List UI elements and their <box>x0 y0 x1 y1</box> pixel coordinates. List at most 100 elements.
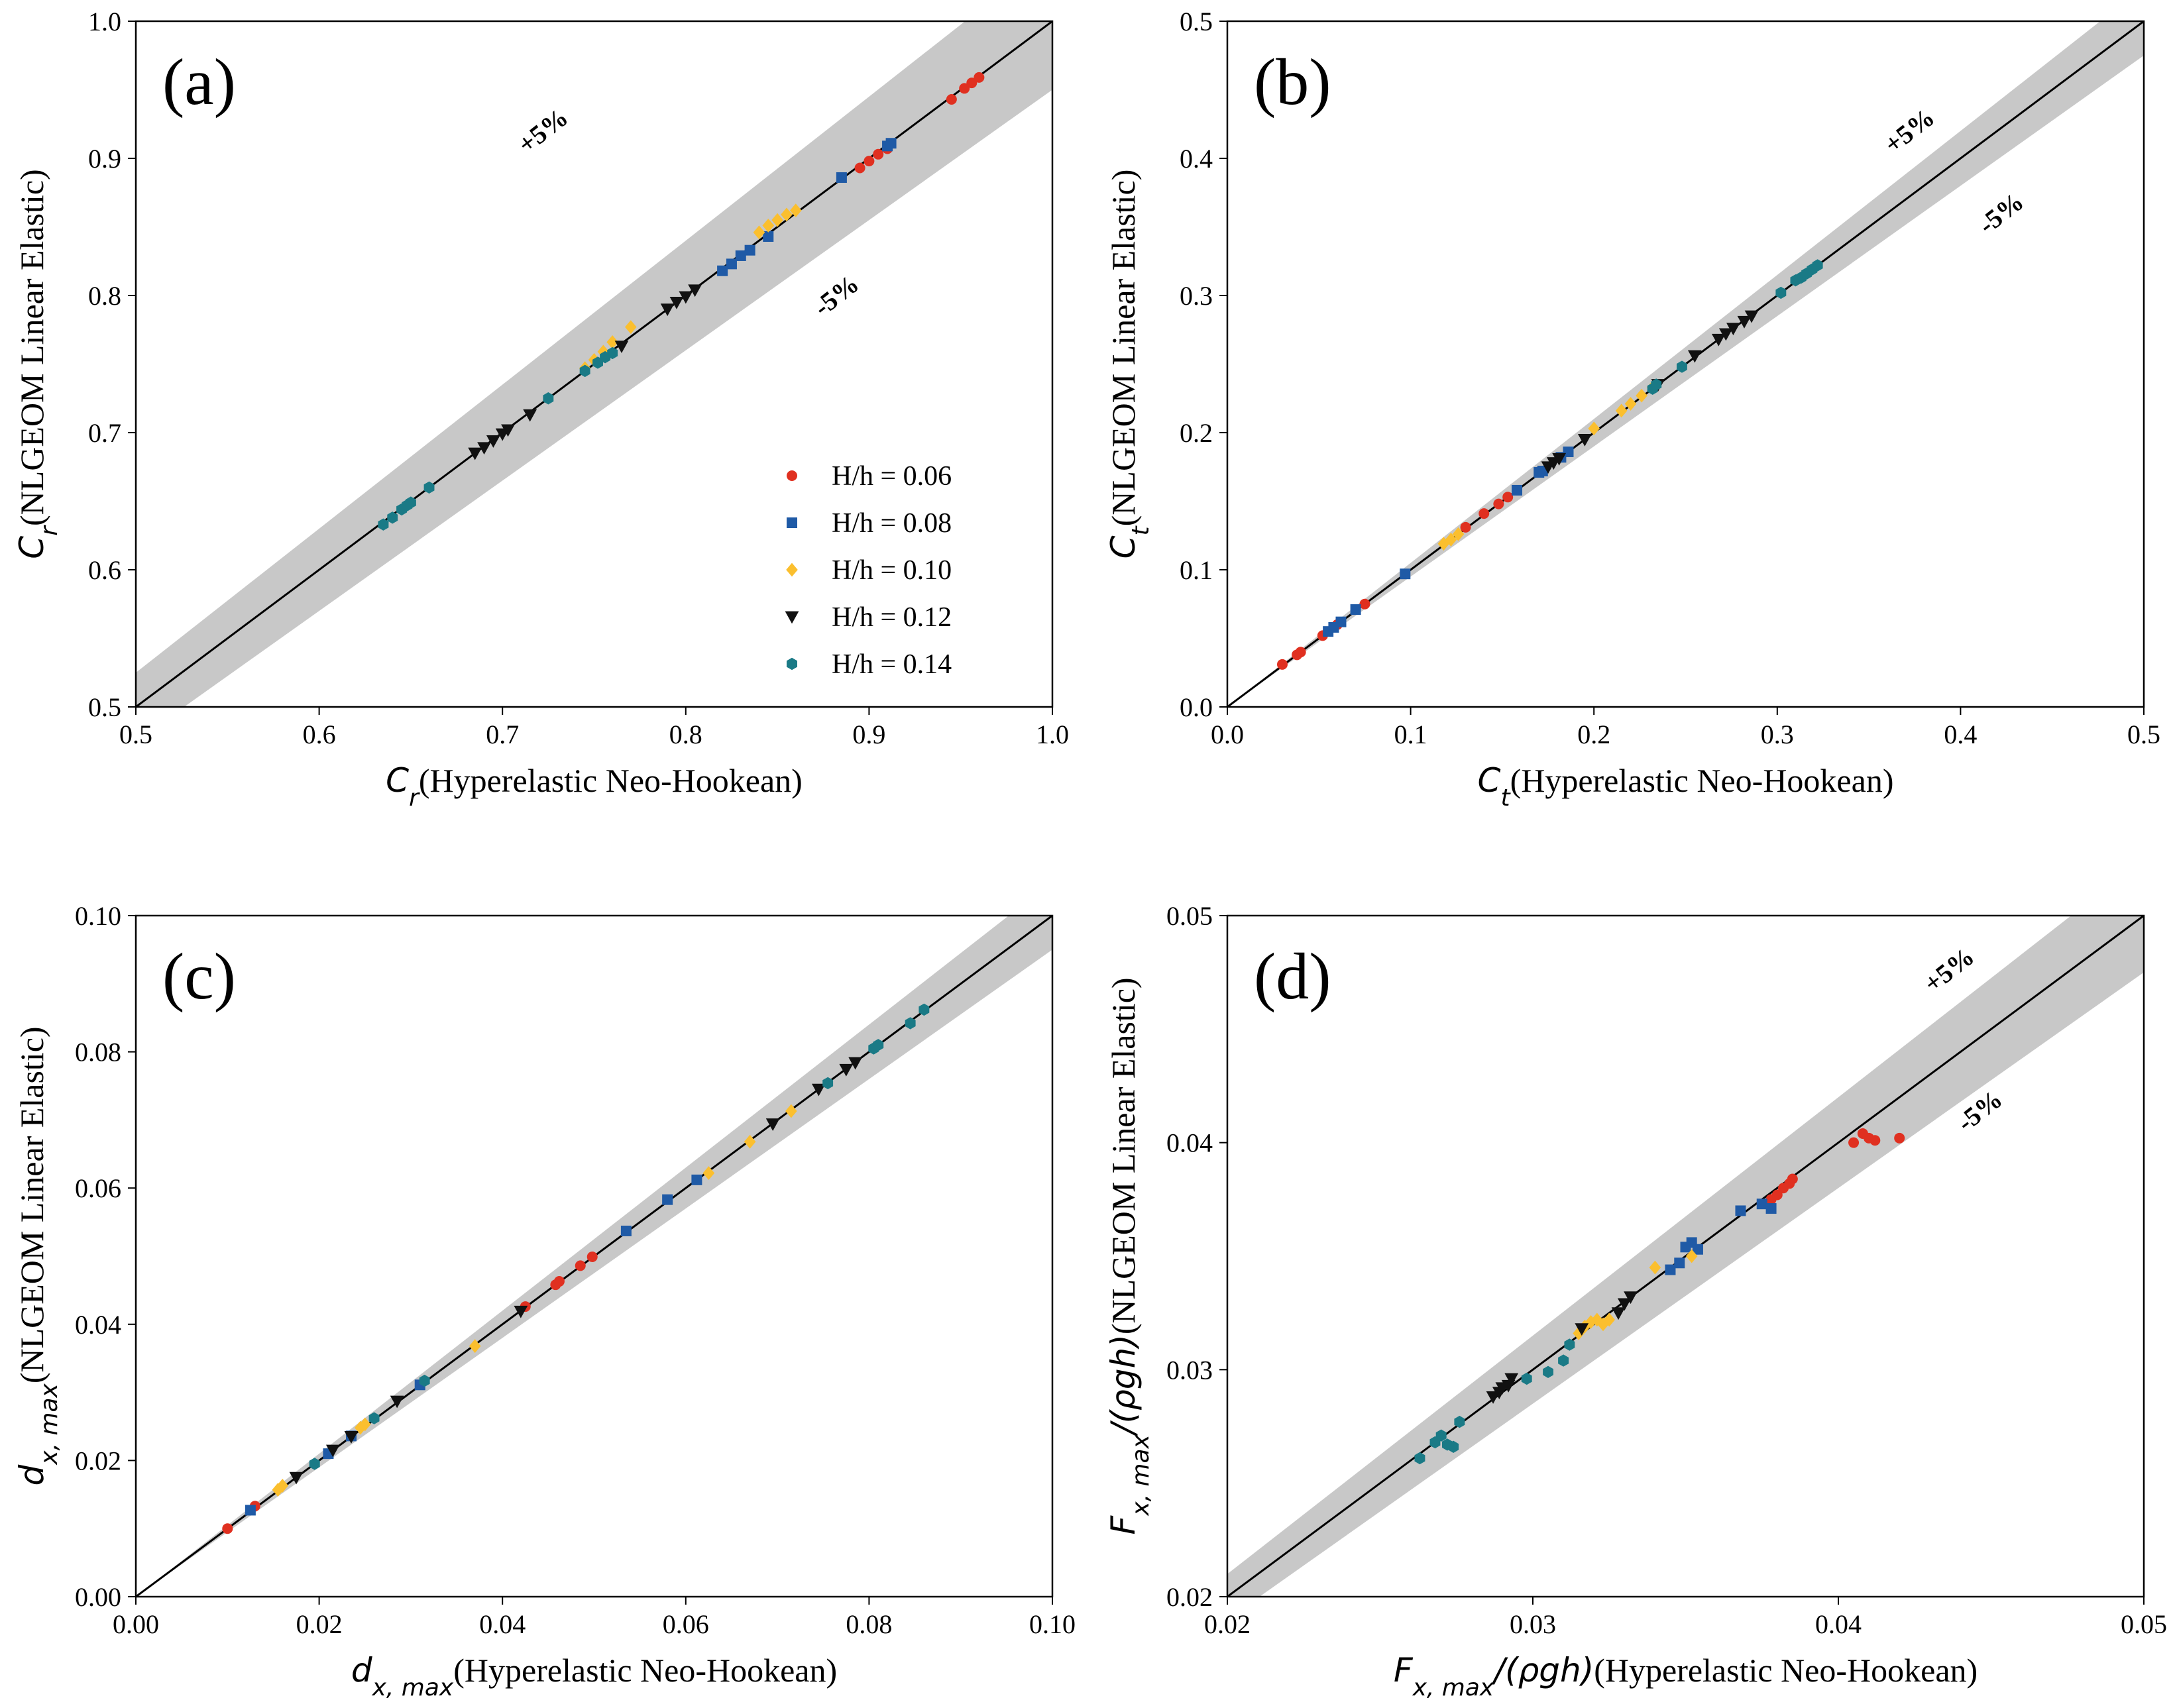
y-tick-label: 0.5 <box>1180 7 1213 36</box>
data-point <box>688 284 702 297</box>
x-tick-label: 0.7 <box>486 720 519 749</box>
data-point <box>1276 659 1288 670</box>
data-point <box>1563 446 1574 457</box>
data-point <box>1649 1260 1661 1275</box>
data-point <box>1787 1173 1798 1185</box>
legend-label: H/h = 0.08 <box>832 508 952 539</box>
data-point <box>387 511 398 524</box>
data-point <box>726 258 737 270</box>
data-point <box>1611 1307 1626 1320</box>
y-tick-label: 0.08 <box>75 1038 121 1067</box>
data-point <box>468 447 482 460</box>
series-012 <box>468 284 702 460</box>
data-point <box>501 424 515 437</box>
y-tick-label: 0.6 <box>88 555 121 585</box>
x-tick-label: 0.4 <box>1944 720 1977 749</box>
data-point <box>1359 598 1370 610</box>
data-point <box>276 1479 289 1493</box>
data-point <box>1437 537 1450 551</box>
data-point <box>1677 360 1687 373</box>
x-tick-label: 0.10 <box>1029 1609 1076 1639</box>
data-point <box>1448 1440 1459 1453</box>
data-point <box>873 148 884 160</box>
minus-5-annotation: -5% <box>1972 186 2029 240</box>
legend-marker <box>787 657 797 670</box>
plot-frame <box>135 914 1054 1598</box>
data-point <box>579 364 590 378</box>
data-point <box>785 1104 797 1118</box>
x-tick-label: 0.04 <box>479 1609 526 1639</box>
data-point <box>762 219 775 233</box>
data-point <box>575 1260 586 1271</box>
data-point <box>1350 604 1361 615</box>
y-tick-label: 1.0 <box>88 7 121 36</box>
data-point <box>1624 397 1637 411</box>
data-point <box>1665 1264 1676 1275</box>
data-point <box>1486 1391 1500 1404</box>
y-tick-label: 0.04 <box>75 1310 121 1340</box>
plus-5-annotation: +5% <box>1878 102 1940 159</box>
plot-frame <box>1226 914 2145 1598</box>
y-tick-label: 0.04 <box>1166 1128 1213 1158</box>
y-tick-label: 0.05 <box>1166 901 1213 931</box>
data-point <box>1775 286 1787 299</box>
x-tick-label: 1.0 <box>1036 720 1069 749</box>
y-tick-label: 0.7 <box>88 418 121 448</box>
data-point <box>919 1003 930 1016</box>
data-point <box>625 320 637 335</box>
data-point <box>477 442 491 455</box>
x-tick-label: 0.05 <box>2121 1609 2167 1639</box>
plus-5-annotation: +5% <box>512 102 574 159</box>
data-point <box>1624 1291 1638 1305</box>
data-point <box>614 341 629 353</box>
series-010 <box>1573 1249 1698 1340</box>
series-008 <box>1323 446 1574 637</box>
data-point <box>1493 498 1504 509</box>
data-point <box>245 1505 256 1516</box>
data-point <box>1894 1132 1905 1144</box>
data-point <box>1588 421 1600 436</box>
data-point <box>1603 1312 1616 1327</box>
data-point <box>1597 1317 1609 1332</box>
data-point <box>1869 1135 1881 1146</box>
data-point <box>553 1276 565 1287</box>
data-point <box>1636 388 1647 403</box>
x-tick-label: 0.02 <box>296 1609 343 1639</box>
data-point <box>607 347 618 360</box>
data-point <box>1812 259 1823 272</box>
data-point <box>543 392 554 405</box>
x-axis-label: Ct(Hyperelastic Neo-Hookean) <box>1478 761 1894 812</box>
data-point <box>1435 1429 1447 1442</box>
x-tick-label: 0.0 <box>1211 720 1244 749</box>
panel-letter: (a) <box>162 45 236 119</box>
x-tick-label: 0.2 <box>1577 720 1610 749</box>
data-point <box>873 1039 884 1051</box>
data-point <box>966 78 977 89</box>
x-tick-label: 0.9 <box>852 720 885 749</box>
data-point <box>753 225 765 240</box>
x-tick-label: 0.08 <box>846 1609 892 1639</box>
data-point <box>781 207 793 222</box>
data-point <box>765 1118 780 1131</box>
data-point <box>660 303 675 317</box>
data-point <box>1615 403 1628 418</box>
data-point <box>419 1374 430 1387</box>
data-point <box>1575 1323 1589 1336</box>
x-tick-label: 0.02 <box>1204 1609 1251 1639</box>
series-008 <box>717 138 897 276</box>
legend: H/h = 0.06 H/h = 0.08 H/h = 0.10 H/h = 0.12… <box>785 461 952 680</box>
data-point <box>606 335 618 349</box>
series-012 <box>289 1057 863 1485</box>
panel-letter: (c) <box>162 939 236 1013</box>
series-010 <box>1437 380 1659 551</box>
y-axis-label: Cr(NLGEOM Linear Elastic) <box>13 169 63 559</box>
legend-label: H/h = 0.10 <box>832 555 952 586</box>
data-point <box>1452 527 1465 541</box>
legend-label: H/h = 0.14 <box>832 649 952 680</box>
x-tick-label: 0.06 <box>663 1609 709 1639</box>
y-tick-label: 0.02 <box>75 1446 121 1475</box>
legend-label: H/h = 0.12 <box>832 602 952 633</box>
x-tick-label: 0.6 <box>303 720 336 749</box>
data-point <box>839 1063 854 1077</box>
data-point <box>1737 315 1752 329</box>
